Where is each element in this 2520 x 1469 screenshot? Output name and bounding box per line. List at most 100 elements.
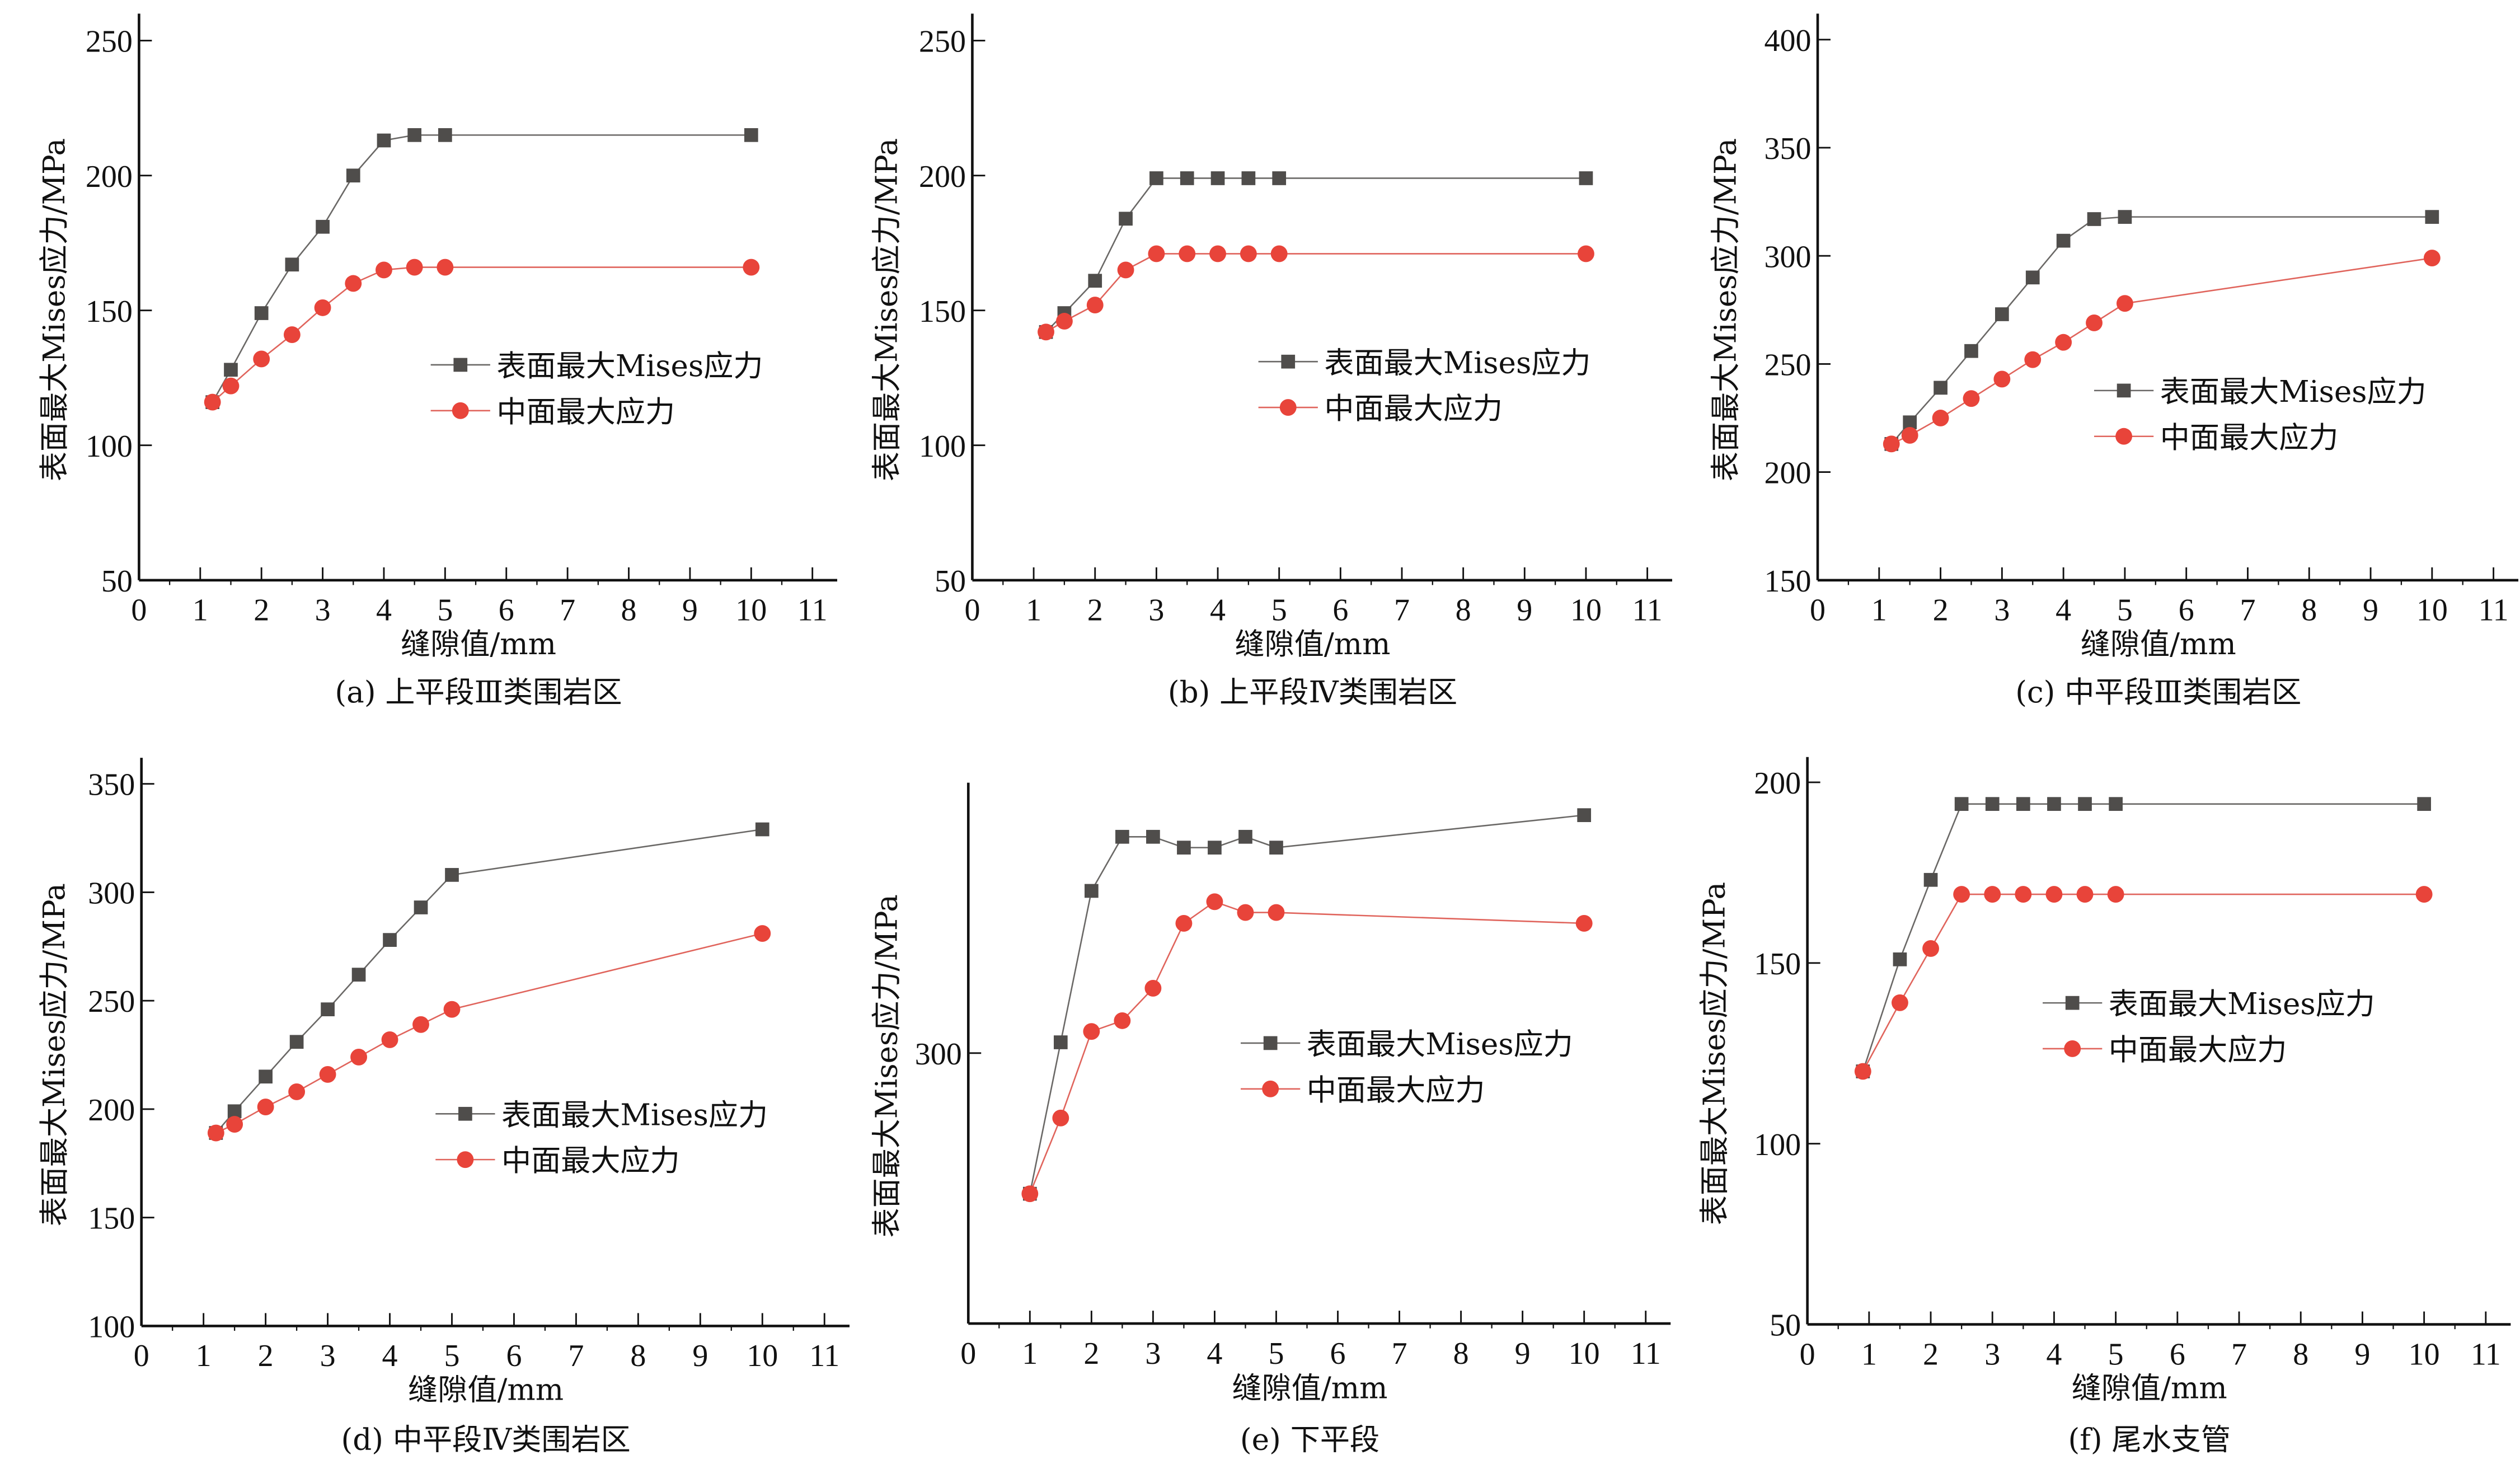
legend-item: 中面最大应力	[2043, 1032, 2287, 1067]
data-point	[1053, 1035, 1068, 1049]
data-point	[1577, 808, 1592, 822]
data-point	[2078, 797, 2092, 811]
data-point	[257, 1099, 274, 1115]
legend-square-marker-icon	[453, 358, 468, 372]
x-tick-label: 2	[258, 1339, 274, 1373]
series-mid-max-stress	[1021, 893, 1593, 1203]
x-tick-label: 2	[1933, 593, 1949, 628]
series-mid-max-stress	[207, 925, 771, 1142]
legend-label: 表面最大Mises应力	[1307, 1027, 1573, 1062]
chart-panel-f: 0 1 2 3 4 5 6 7 8 9 10 11 50 100 150 200 缝隙值/mm 表面最大Mises…	[1697, 757, 2511, 1457]
panel-caption: (f) 尾水支管	[2068, 1423, 2231, 1457]
data-point	[319, 1066, 336, 1083]
y-axis-title: 表面最大Mises应力/MPa	[1709, 138, 1743, 481]
data-point	[1269, 841, 1283, 855]
series-line	[1862, 893, 2424, 1072]
x-tick-label: 6	[506, 1339, 522, 1373]
y-tick-label: 200	[919, 159, 966, 194]
legend-item: 中面最大应力	[1258, 391, 1503, 426]
x-tick-label: 8	[2301, 593, 2317, 628]
y-tick-label: 150	[1754, 947, 1801, 982]
x-tick-label: 9	[1515, 1336, 1531, 1371]
data-point	[351, 968, 366, 982]
series-line	[1862, 803, 2424, 1072]
panel-caption: (c) 中平段Ⅲ类围岩区	[2015, 675, 2301, 710]
data-point	[1953, 886, 1970, 903]
data-point	[1115, 829, 1129, 844]
data-point	[2086, 315, 2103, 331]
data-point	[1083, 1023, 1100, 1040]
data-point	[288, 1083, 306, 1100]
data-point	[1964, 344, 1978, 358]
data-point	[207, 1124, 224, 1142]
legend-circle-marker-icon	[452, 402, 469, 419]
y-tick-label: 100	[86, 429, 133, 464]
x-tick-label: 3	[1994, 593, 2010, 628]
legend-item: 中面最大应力	[2094, 420, 2338, 455]
data-point	[283, 326, 301, 344]
data-point	[1114, 1012, 1131, 1029]
legend-label: 表面最大Mises应力	[501, 1097, 768, 1132]
series-line	[1891, 257, 2433, 445]
x-tick-label: 1	[1861, 1337, 1877, 1372]
y-tick-label: 250	[1765, 348, 1812, 382]
y-tick-label: 150	[1765, 564, 1812, 599]
y-axis-title: 表面最大Mises应力/MPa	[1697, 882, 1731, 1225]
data-point	[1892, 994, 1908, 1011]
data-point	[1146, 829, 1160, 844]
data-point	[350, 1048, 367, 1066]
data-point	[754, 925, 771, 942]
x-tick-label: 6	[1330, 1336, 1346, 1371]
data-point	[1210, 171, 1225, 185]
x-tick-label: 11	[809, 1339, 839, 1373]
chart-panel-c: 0 1 2 3 4 5 6 7 8 9 10 11 150 200 250 300 350 400 缝隙值/mm 表面…	[1709, 13, 2519, 710]
x-tick-label: 0	[1810, 593, 1826, 628]
data-point	[1984, 886, 2001, 903]
x-tick-label: 6	[2170, 1337, 2185, 1372]
data-point	[2109, 797, 2123, 811]
data-point	[438, 128, 452, 142]
y-tick-label: 250	[919, 25, 966, 59]
data-point	[1085, 884, 1099, 898]
y-tick-label: 50	[1770, 1308, 1801, 1343]
x-axis-title: 缝隙值/mm	[2081, 627, 2236, 661]
x-tick-label: 5	[1271, 593, 1287, 628]
legend-item: 表面最大Mises应力	[2043, 987, 2375, 1021]
x-tick-label: 11	[797, 593, 828, 628]
series-line	[215, 828, 763, 1134]
x-tick-label: 7	[1394, 593, 1410, 628]
legend-item: 中面最大应力	[430, 395, 675, 429]
y-tick-label: 50	[935, 564, 966, 599]
data-point	[412, 1016, 429, 1033]
y-tick-label: 200	[86, 159, 133, 194]
chart-panel-e: 0 1 2 3 4 5 6 7 8 9 10 11 300 缝隙值/mm 表面最大Mises应力/MPa (e…	[869, 782, 1671, 1457]
x-tick-label: 10	[2409, 1337, 2440, 1372]
data-point	[1179, 245, 1196, 262]
data-point	[1038, 323, 1054, 341]
x-tick-label: 9	[1517, 593, 1532, 628]
x-tick-label: 4	[2046, 1337, 2062, 1372]
x-tick-label: 4	[1210, 593, 1226, 628]
x-tick-label: 1	[196, 1339, 212, 1373]
data-point	[1854, 1063, 1871, 1080]
x-tick-label: 10	[2416, 593, 2448, 628]
panel-caption: (b) 上平段Ⅳ类围岩区	[1168, 675, 1457, 710]
y-tick-label: 100	[88, 1310, 135, 1344]
data-point	[2045, 886, 2063, 903]
legend-label: 表面最大Mises应力	[496, 349, 763, 383]
legend-label: 中面最大应力	[1307, 1073, 1485, 1107]
legend-square-marker-icon	[2065, 996, 2080, 1010]
x-tick-label: 4	[1207, 1336, 1222, 1371]
series-line	[1029, 900, 1584, 1194]
x-tick-label: 0	[134, 1339, 149, 1373]
x-tick-label: 6	[1332, 593, 1348, 628]
series-mid-max-stress	[204, 259, 760, 411]
data-point	[314, 299, 331, 316]
data-point	[227, 1104, 242, 1119]
data-point	[2055, 334, 2072, 351]
y-tick-label: 250	[86, 25, 133, 59]
x-tick-label: 10	[735, 593, 767, 628]
y-tick-label: 200	[1754, 766, 1801, 801]
x-tick-label: 6	[2179, 593, 2194, 628]
